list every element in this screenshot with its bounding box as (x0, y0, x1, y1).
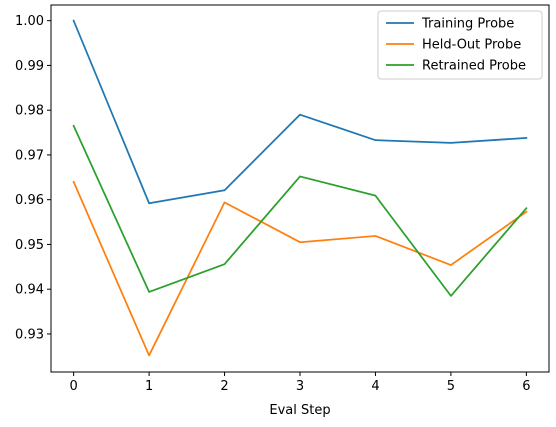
x-tick-label: 2 (220, 379, 228, 394)
legend-label: Held-Out Probe (422, 38, 521, 53)
y-tick-label: 0.97 (15, 148, 44, 163)
legend: Training Probe Held-Out Probe Retrained Pr… (377, 10, 543, 80)
x-axis-label: Eval Step (269, 403, 330, 418)
y-tick-label: 0.94 (15, 283, 44, 298)
y-axis: 0.93 0.94 0.95 0.96 0.97 0.98 0.99 1.00 (15, 14, 51, 342)
legend-box (377, 10, 543, 80)
legend-label: Training Probe (421, 17, 514, 32)
y-tick-label: 1.00 (15, 14, 44, 29)
x-tick-label: 1 (145, 379, 153, 394)
series-line-held-out-probe (72, 180, 528, 357)
y-tick-label: 0.96 (15, 193, 44, 208)
x-tick-label: 3 (296, 379, 304, 394)
x-tick-label: 0 (69, 379, 77, 394)
series-line-retrained-probe (72, 124, 528, 297)
y-tick-label: 0.98 (15, 104, 44, 119)
x-axis: 0 1 2 3 4 5 6 (69, 372, 531, 394)
series-line-training-probe (72, 19, 528, 205)
series-layer (72, 19, 528, 357)
y-tick-label: 0.93 (15, 327, 44, 342)
y-tick-label: 0.99 (15, 59, 44, 74)
x-tick-label: 6 (522, 379, 530, 394)
legend-label: Retrained Probe (422, 59, 526, 74)
x-tick-label: 4 (371, 379, 379, 394)
y-tick-label: 0.95 (15, 238, 44, 253)
x-tick-label: 5 (447, 379, 455, 394)
